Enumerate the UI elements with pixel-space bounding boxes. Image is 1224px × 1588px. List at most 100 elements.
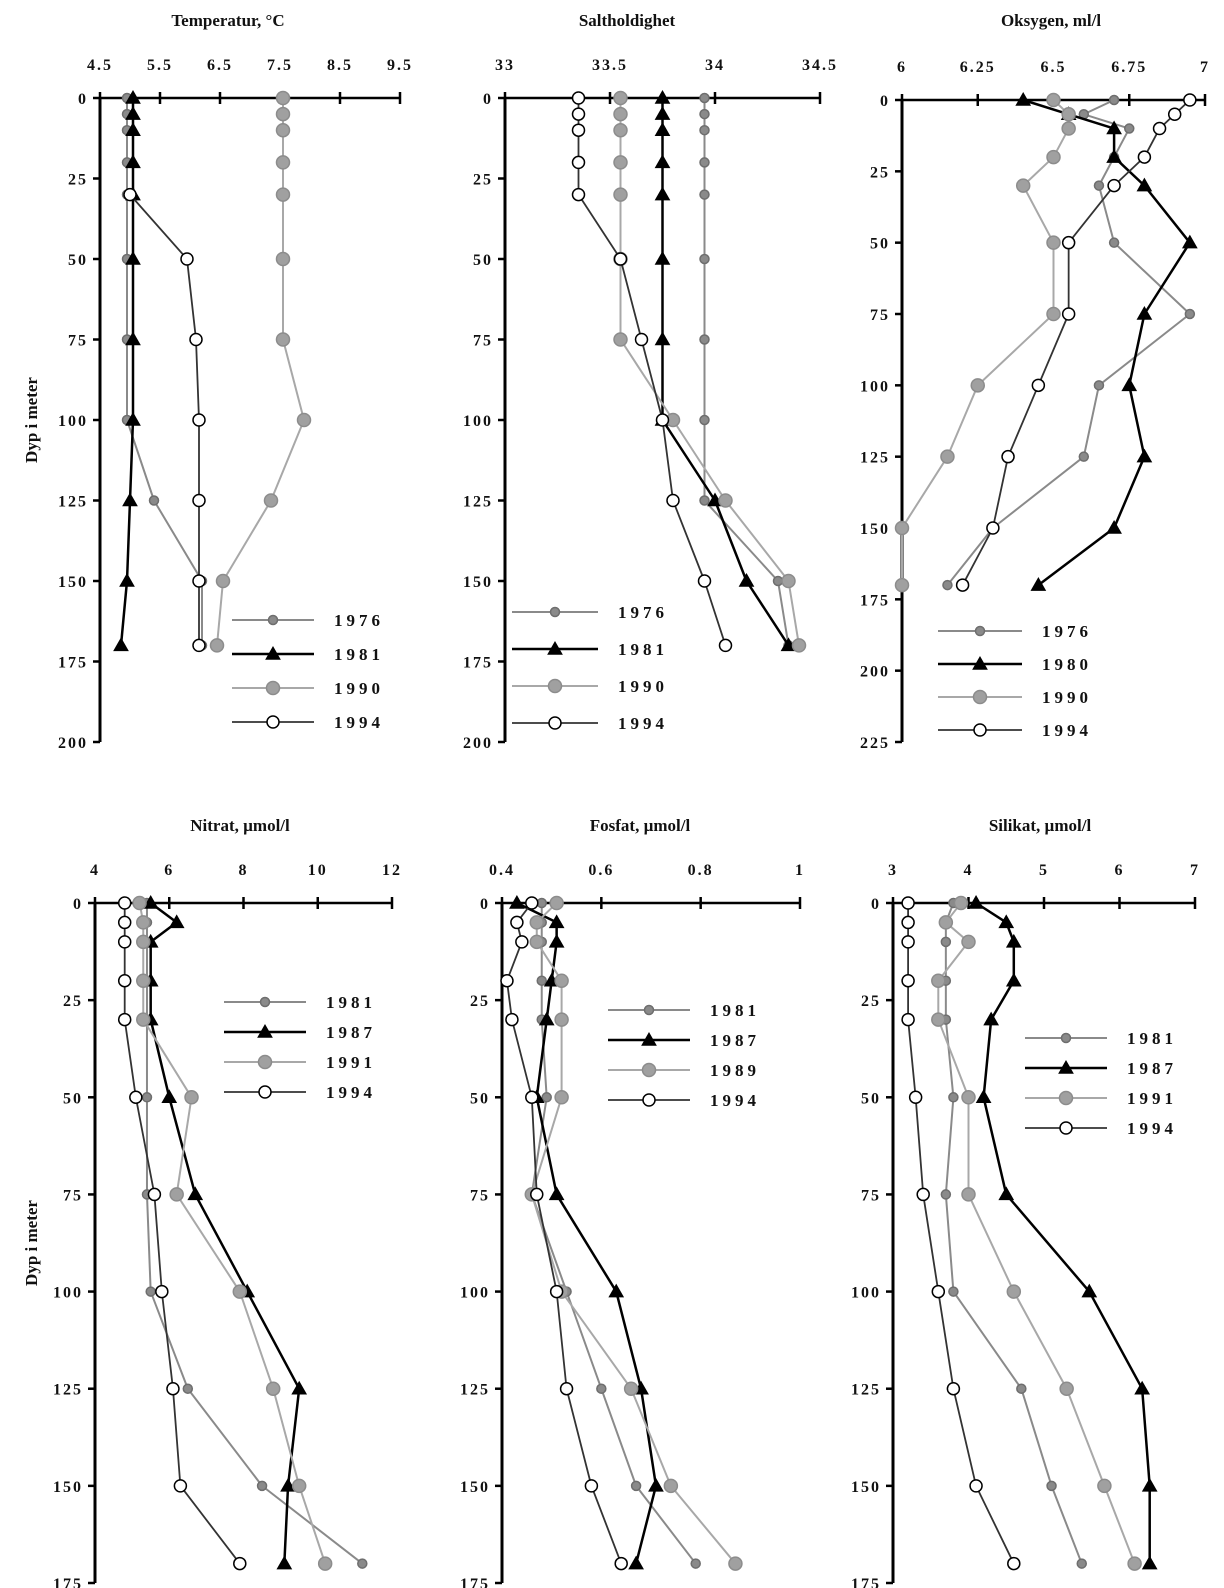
x-tick-label: 4.5 (87, 57, 113, 74)
y-tick-label: 150 (851, 1479, 881, 1496)
data-point (648, 1477, 664, 1492)
series-1981 (654, 89, 797, 652)
legend-label: 1980 (1042, 655, 1092, 674)
legend-marker (974, 625, 986, 637)
data-point (654, 186, 671, 201)
y-tick-label: 0 (871, 896, 881, 913)
data-point (613, 90, 628, 106)
data-point (117, 915, 132, 930)
legend-marker (257, 1054, 273, 1070)
x-tick-label: 7.5 (267, 57, 293, 74)
data-point (136, 973, 151, 988)
data-point (1007, 1556, 1021, 1571)
data-point (654, 331, 671, 346)
data-point (613, 187, 628, 202)
data-point (132, 895, 147, 911)
data-point (699, 92, 710, 104)
data-point (1046, 92, 1061, 108)
data-point (117, 896, 132, 910)
x-tick-label: 4 (90, 862, 100, 879)
data-point (275, 122, 291, 138)
data-point (1016, 1383, 1027, 1394)
legend-item: 1980 (938, 655, 1092, 674)
data-point (184, 1090, 199, 1105)
data-point (209, 638, 225, 653)
series-1976 (121, 92, 208, 651)
chart-title: Oksygen, ml/l (1001, 11, 1101, 30)
data-point (908, 1090, 923, 1105)
data-point (571, 107, 586, 121)
data-point (1078, 451, 1090, 462)
data-point (147, 1187, 162, 1202)
data-point (291, 1478, 307, 1494)
data-point (192, 574, 206, 588)
data-point (256, 1480, 268, 1492)
legend-marker (972, 655, 988, 670)
data-point (505, 1012, 519, 1027)
legend-label: 1990 (618, 677, 668, 696)
data-point (166, 1381, 180, 1396)
y-tick-label: 150 (460, 1479, 490, 1496)
data-point (1127, 1556, 1142, 1571)
legend-marker (257, 1023, 273, 1038)
series-1994 (955, 93, 1197, 592)
series-line (506, 902, 623, 1564)
legend-item: 1991 (1025, 1089, 1173, 1108)
data-point (946, 1381, 961, 1396)
series-1994 (117, 896, 247, 1571)
legend-marker (1058, 1059, 1074, 1074)
data-point (263, 493, 279, 508)
data-point (894, 520, 910, 536)
data-point (548, 1186, 565, 1201)
data-point (1046, 235, 1061, 250)
y-tick-label: 25 (68, 172, 88, 189)
data-point (275, 90, 291, 106)
series-line (530, 903, 697, 1565)
data-point (125, 89, 141, 104)
y-tick-label: 75 (63, 1187, 83, 1204)
legend-marker (548, 716, 562, 730)
legend-label: 1994 (618, 714, 668, 733)
y-tick-label: 50 (63, 1090, 83, 1107)
legend-marker (643, 1004, 655, 1016)
x-tick-label: 0.4 (489, 862, 515, 879)
data-point (1061, 121, 1076, 136)
data-point (1181, 234, 1198, 249)
y-tick-label: 75 (473, 333, 493, 350)
legend-label: 1981 (618, 640, 668, 659)
data-point (596, 1383, 607, 1394)
data-point (168, 914, 185, 929)
data-point (510, 915, 524, 930)
data-point (142, 894, 159, 909)
legend-label: 1994 (1042, 721, 1092, 740)
y-tick-label: 125 (460, 1382, 490, 1399)
data-point (1183, 93, 1197, 107)
legend-label: 1987 (1127, 1059, 1177, 1078)
legend-label: 1994 (710, 1091, 760, 1110)
series-1980 (1015, 91, 1198, 591)
data-point (1184, 308, 1196, 320)
data-point (541, 1092, 552, 1103)
data-point (948, 1286, 959, 1297)
data-point (728, 1556, 743, 1571)
data-point (938, 915, 954, 930)
data-point (1152, 121, 1167, 136)
data-point (192, 638, 206, 653)
data-point (125, 122, 141, 136)
x-tick-label: 9.5 (387, 57, 413, 74)
data-point (781, 573, 796, 589)
data-point (1136, 448, 1153, 463)
data-point (571, 123, 586, 137)
data-point (901, 935, 915, 949)
x-tick-label: 12 (382, 862, 402, 879)
data-point (654, 122, 671, 136)
x-tick-label: 8 (239, 862, 249, 879)
data-point (529, 934, 545, 950)
data-point (1081, 1283, 1098, 1298)
data-point (663, 1478, 679, 1494)
data-point (948, 1092, 959, 1103)
chart-panel-6: Silikat, µmol/l 3 4 5 6 7 0 25 50 75 100 125 150 175 1… (851, 816, 1198, 1588)
x-tick-label: 7 (1200, 59, 1210, 76)
data-point (1141, 1555, 1158, 1570)
data-point (161, 1089, 178, 1104)
